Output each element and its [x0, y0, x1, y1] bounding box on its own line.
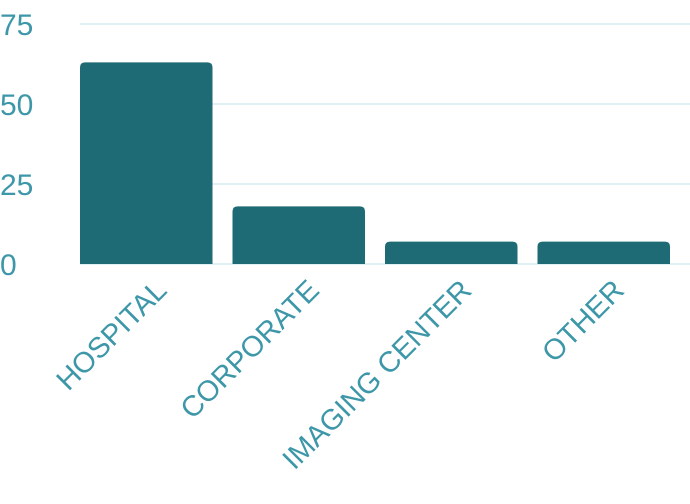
y-tick-label: 0	[0, 249, 17, 282]
y-tick-label: 75	[0, 9, 33, 42]
y-tick-label: 25	[0, 169, 33, 202]
bar-imaging-center	[385, 241, 518, 264]
bar-hospital	[80, 62, 213, 265]
bar-other	[537, 241, 670, 264]
x-tick-label: OTHER	[536, 274, 630, 368]
x-tick-label: HOSPITAL	[51, 274, 174, 397]
bar-corporate	[232, 206, 365, 264]
x-tick-label: CORPORATE	[175, 274, 326, 425]
y-tick-label: 50	[0, 89, 33, 122]
